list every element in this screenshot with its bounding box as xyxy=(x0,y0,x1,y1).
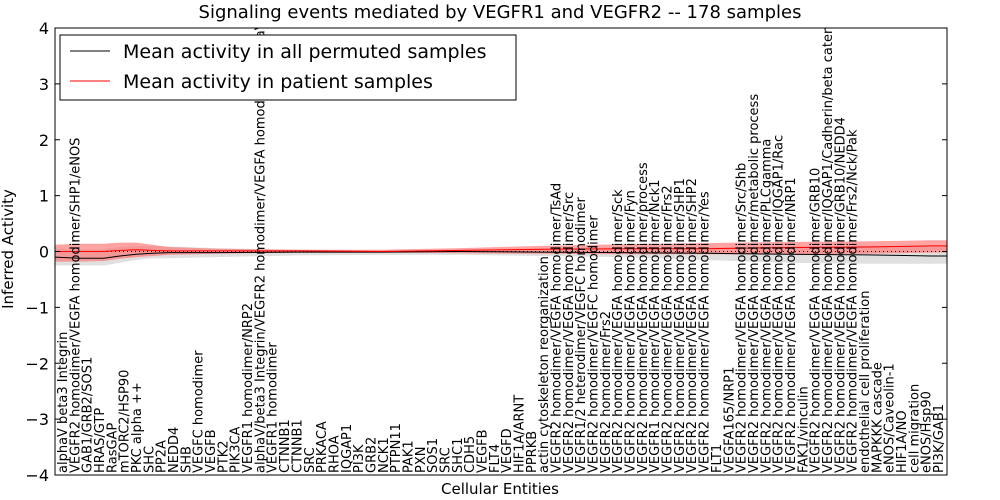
x-tick-label: PP2A xyxy=(155,440,170,473)
x-tick-label: PI3K/GAB1 xyxy=(932,404,947,473)
x-tick-label: VEGFR2 homodimer/VEGFA homodimer/IQGAP1/… xyxy=(772,135,787,473)
y-tick-label: 0 xyxy=(39,243,49,262)
x-tick-label: PKC alpha ++ xyxy=(130,382,145,473)
x-tick-label: SHC xyxy=(142,446,157,473)
x-tick-label: PXN xyxy=(414,447,429,473)
x-tick-label: endothelial cell proliferation xyxy=(858,291,873,474)
series-line-permuted xyxy=(55,250,947,259)
confidence-band-patient xyxy=(55,240,947,262)
y-axis-label: Inferred Activity xyxy=(0,189,17,309)
x-tick-label: HIF1A/ARNT xyxy=(513,395,528,473)
x-tick-label: eNOS/Hsp90 xyxy=(920,391,935,473)
x-tick-label: VEGFR2 homodimer/VEGFA homodimer/Src xyxy=(562,192,577,473)
x-tick-label: SHC1 xyxy=(451,438,466,473)
x-tick-label: VEGFB xyxy=(204,429,219,473)
x-tick-label: VEGFA165/NRP1 xyxy=(722,367,737,473)
legend-label-patient: Mean activity in patient samples xyxy=(123,71,433,93)
x-tick-label: CTNNB1 xyxy=(278,419,293,473)
x-tick-label: VEGFR2 homodimer/VEGFA homodimer/Fyn xyxy=(624,190,639,473)
legend-label-permuted: Mean activity in all permuted samples xyxy=(123,41,486,63)
series-group xyxy=(55,240,947,266)
x-tick-label: VEGFR2 homodimer/VEGFA homodimer/IQGAP1/… xyxy=(821,14,836,473)
legend-box xyxy=(59,34,517,101)
x-tick-label: PAK1 xyxy=(402,440,417,473)
x-tick-label: NCK1 xyxy=(377,437,392,473)
x-tick-label: IQGAP1 xyxy=(340,424,355,473)
x-tick-label: SRC xyxy=(439,447,454,473)
y-tick-label: −4 xyxy=(25,466,49,485)
series-line-patient xyxy=(55,245,947,253)
x-tick-label: CTNNB1 xyxy=(290,419,305,473)
x-tick-label: VEGFD xyxy=(500,428,515,473)
y-tick-label: 2 xyxy=(39,131,49,150)
x-tick-label: RasGAP xyxy=(105,423,120,473)
x-tick-label: VEGFR1 homodimer/NRP2 xyxy=(241,303,256,473)
x-tick-label: VEGFR2 homodimer/VEGFA homodimer/SHP1/eN… xyxy=(68,138,83,473)
x-tick-label: VEGFR2 homodimer/VEGFA homodimer/metabol… xyxy=(747,94,762,473)
x-tick-label: SRC xyxy=(303,447,318,473)
y-axis: −4 −3 −2 −1 0 1 2 3 4 xyxy=(25,19,947,485)
x-tick-label: PRKACA xyxy=(315,421,330,473)
x-tick-label: mTORC2/HSP90 xyxy=(118,370,133,473)
y-tick-label: −1 xyxy=(25,298,49,317)
x-tick-label: MAPKKK cascade xyxy=(870,362,885,473)
x-tick-label: alphaV/beta3 Integrin/VEGFR2 homodimer/V… xyxy=(253,0,268,473)
x-tick-label: VEGFR2 homodimer/VEGFA homodimer/PLCgamm… xyxy=(759,139,774,473)
x-tick-label: VEGFR2 homodimer/VEGFA homodimer/Frs2 xyxy=(661,185,676,473)
x-tick-label: RHOA xyxy=(327,435,342,473)
x-tick-label: VEGFR2 homodimer/VEGFA homodimer/GRB10 xyxy=(809,168,824,473)
x-tick-label: HIF1A/NO xyxy=(895,410,910,473)
x-tick-label: PIK3CA xyxy=(229,426,244,473)
x-tick-label: HRAS/GTP xyxy=(93,408,108,473)
x-tick-label: VEGFR2 homodimer/VEGFA homodimer/Src/Shb xyxy=(735,163,750,473)
x-tick-label: GAB1/GRB2/SOS1 xyxy=(81,357,96,473)
x-tick-label: PI3K xyxy=(352,444,367,473)
x-tick-label: VEGFR2 homodimer/VEGFA homodimer/Yes xyxy=(698,191,713,473)
x-tick-label: FLT1 xyxy=(710,444,725,473)
y-tick-label: 3 xyxy=(39,75,49,94)
y-tick-label: 4 xyxy=(39,19,49,38)
x-tick-label: VEGFR1/2 heterodimer/VEGFC homodimer xyxy=(574,196,589,473)
y-tick-label: −3 xyxy=(25,410,49,429)
x-tick-label: CDH5 xyxy=(463,436,478,473)
x-tick-label: eNOS/Caveolin-1 xyxy=(883,363,898,473)
x-tick-label: VEGFR2 homodimer/VEGFA homodimer/NRP1 xyxy=(784,177,799,473)
x-tick-label: VEGFR2 homodimer/Frs2 xyxy=(599,311,614,473)
x-tick-label: PPRKB xyxy=(525,431,540,473)
x-tick-label: GRB2 xyxy=(365,437,380,473)
x-tick-label: NEDD4 xyxy=(167,427,182,473)
x-tick-label: VEGFR2 homodimer/VEGFA homodimer/process xyxy=(636,162,651,473)
x-tick-label: PTK2 xyxy=(216,440,231,473)
x-tick-label: VEGFR1 homodimer xyxy=(266,342,281,473)
chart-title: Signaling events mediated by VEGFR1 and … xyxy=(199,2,802,23)
x-tick-label: VEGFR2 homodimer/VEGFA homodimer/Frs2/Nc… xyxy=(846,129,861,473)
x-tick-label: VEGFR2 homodimer/VEGFA homodimer/TsAd xyxy=(550,183,565,473)
x-tick-label: PTPN11 xyxy=(389,423,404,473)
x-tick-label: VEGFR2 homodimer/VEGFA homodimer/GRB10/N… xyxy=(833,117,848,473)
x-tick-label: SHB xyxy=(179,446,194,473)
x-tick-label: VEGFR2 homodimer/VEGFA homodimer/SHP1 xyxy=(673,178,688,473)
x-tick-label: VEGFB xyxy=(476,429,491,473)
x-tick-label: VEGFR2 homodimer/VEGFA homodimer/SHP2 xyxy=(685,178,700,473)
x-tick-label: FLT4 xyxy=(488,444,503,473)
x-tick-label: actin cytoskeleton reorganization xyxy=(537,256,552,473)
x-tick-label: VEGFR1 homodimer/VEGFA homodimer/Nck1 xyxy=(648,180,663,473)
y-tick-label: 1 xyxy=(39,187,49,206)
x-tick-label: cell migration xyxy=(907,384,922,473)
x-tick-label: alphaV beta3 Integrin xyxy=(56,332,71,473)
x-tick-label: VEGFR2 homodimer/VEGFC homodimer xyxy=(587,215,602,473)
x-axis-label: Cellular Entities xyxy=(441,480,559,498)
y-tick-label: −2 xyxy=(25,354,49,373)
x-tick-label: VEGFC homodimer xyxy=(192,350,207,473)
legend: Mean activity in all permuted samples Me… xyxy=(59,34,517,101)
x-tick-label: VEGFR2 homodimer/VEGFA homodimer/Sck xyxy=(611,189,626,473)
x-tick-label: SOS1 xyxy=(426,438,441,473)
x-tick-label: FAK1/vinculin xyxy=(796,386,811,473)
